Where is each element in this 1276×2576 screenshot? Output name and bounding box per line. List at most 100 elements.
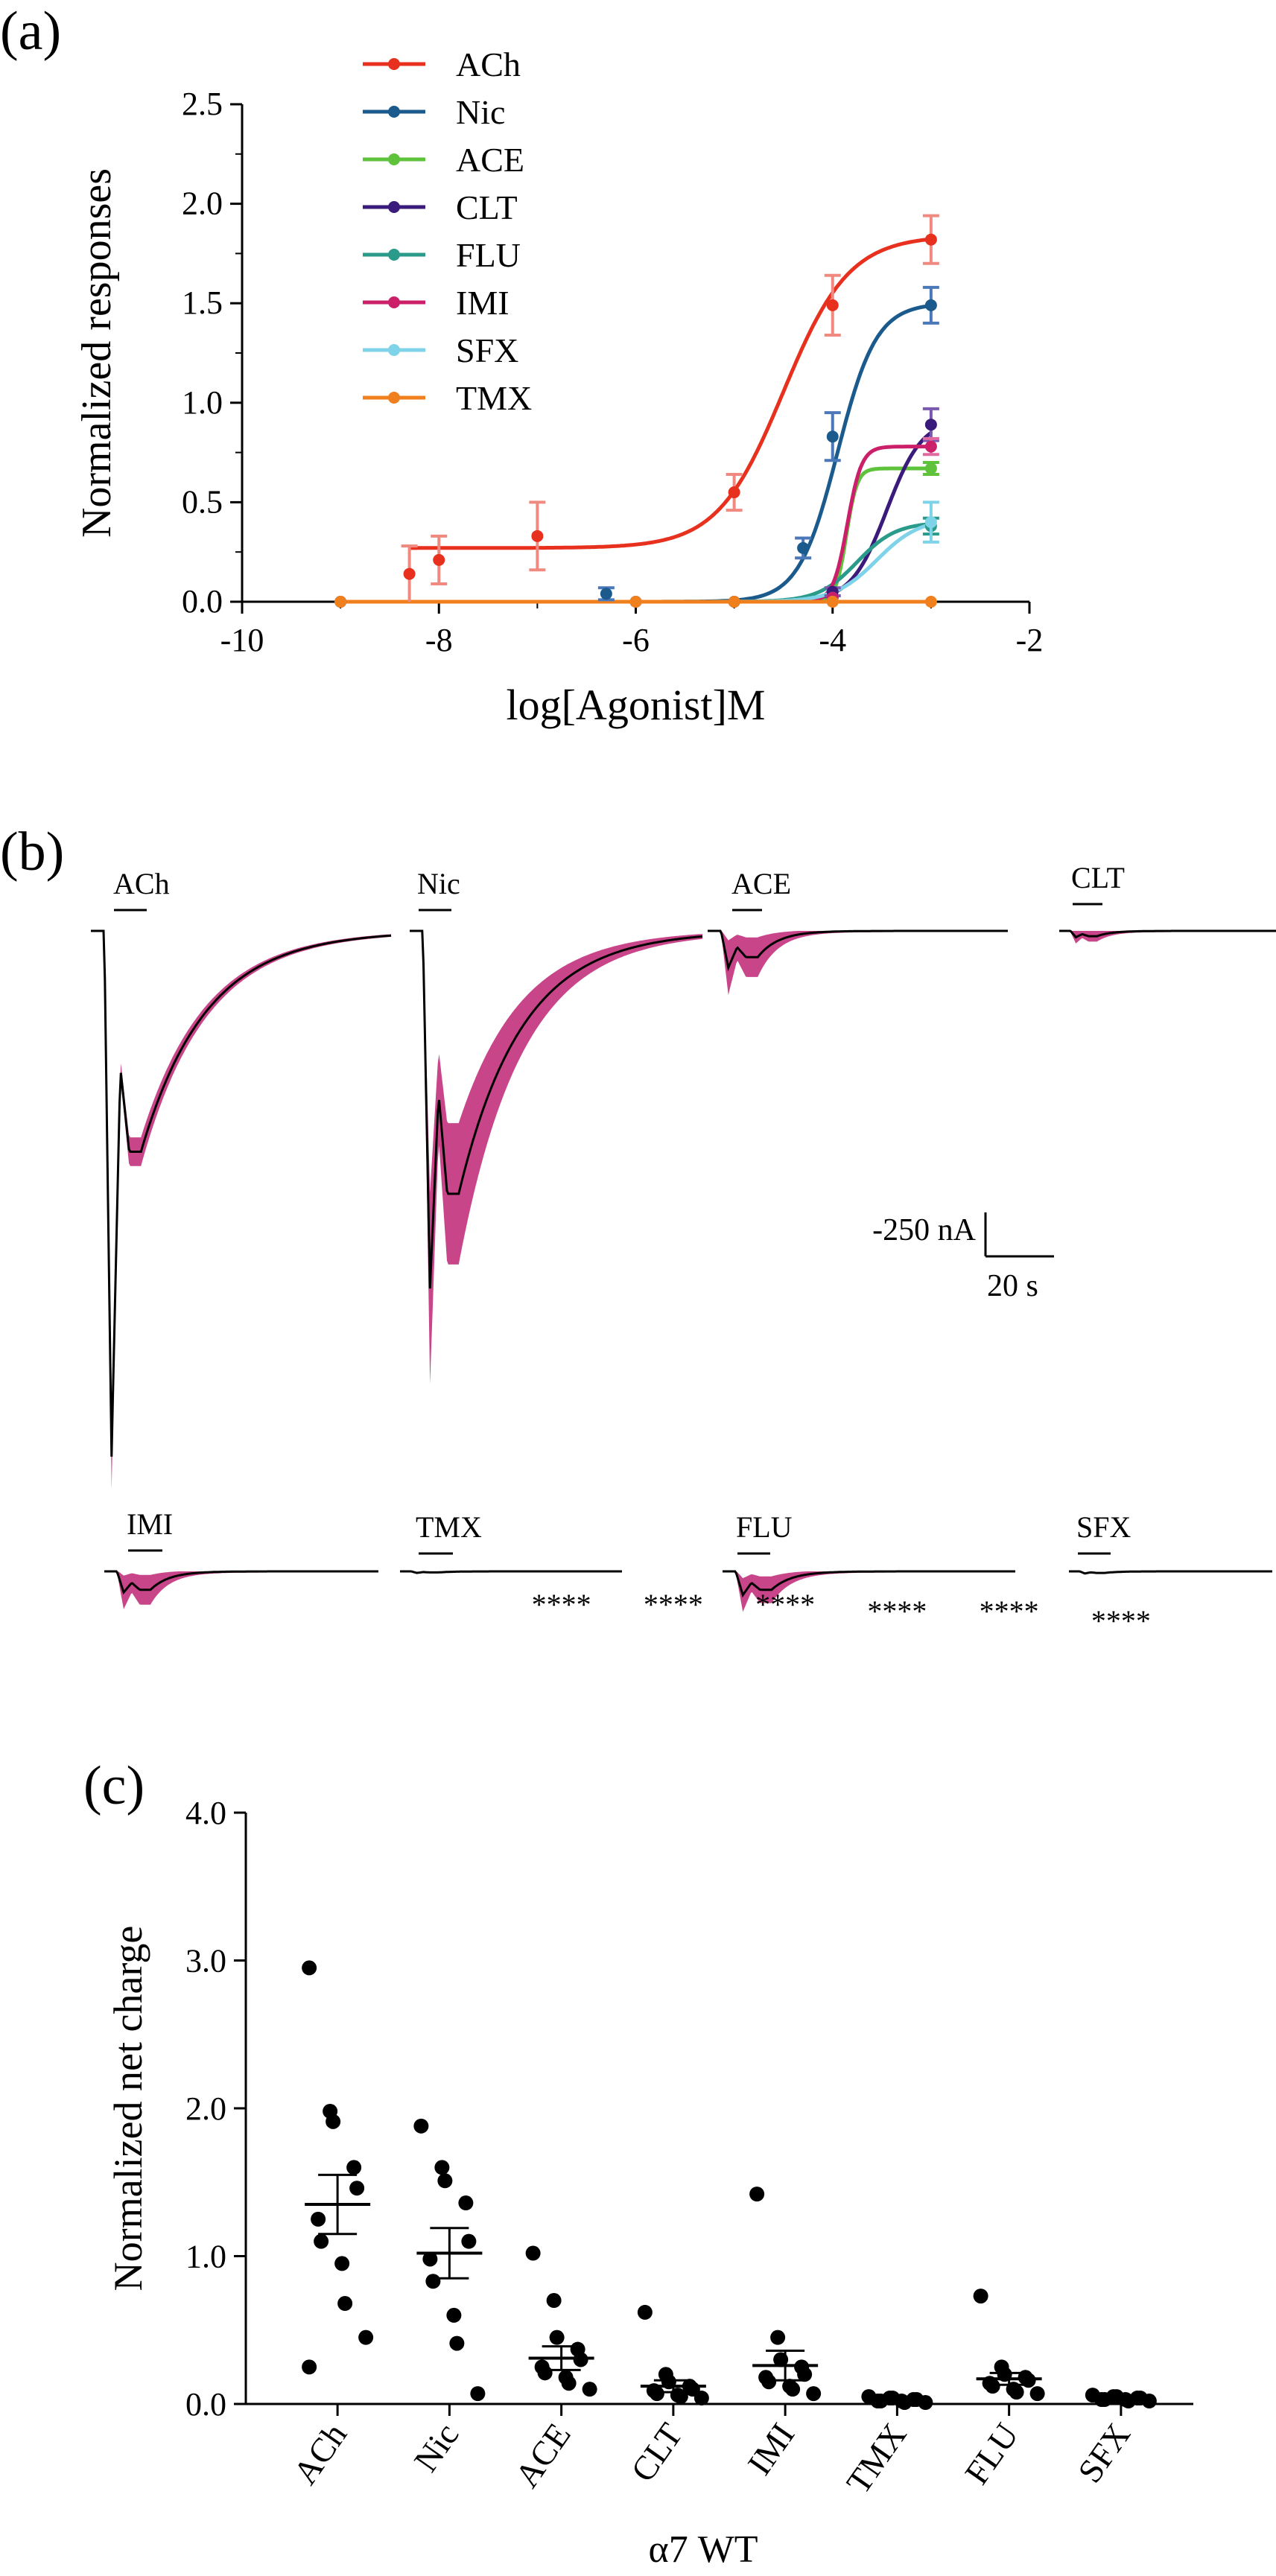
data-point-sfx: [1141, 2394, 1157, 2409]
trace-line-imi: [104, 1570, 378, 1595]
trace-line-clt: [1059, 929, 1276, 939]
legend-marker-flu: [388, 249, 400, 261]
legend-label-ach: ACh: [456, 45, 521, 83]
data-point-ace: [546, 2293, 562, 2309]
point-nic: [797, 541, 810, 554]
legend-marker-ach: [388, 58, 400, 70]
legend-marker-tmx: [388, 392, 400, 404]
trace-line-flu: [723, 1570, 1015, 1598]
trace-label-tmx: TMX: [416, 1510, 482, 1544]
point-tmx: [629, 596, 642, 608]
data-point-clt: [693, 2391, 709, 2406]
point-clt: [924, 419, 937, 431]
x-tick-label: -6: [622, 622, 650, 658]
point-nic: [826, 430, 839, 443]
scale-bar-current-label: -250 nA: [872, 1213, 976, 1247]
point-ach: [826, 299, 839, 311]
legend-marker-nic: [388, 106, 400, 118]
data-point-ace: [525, 2245, 541, 2261]
x-tick-label-ach: ACh: [286, 2416, 355, 2490]
y-tick-label: 1.0: [182, 384, 223, 421]
data-point-imi: [797, 2367, 813, 2382]
data-point-flu: [1009, 2385, 1024, 2400]
data-point-nic: [449, 2335, 465, 2351]
data-point-nic: [437, 2173, 453, 2189]
legend-label-imi: IMI: [456, 284, 510, 322]
data-point-ace: [582, 2382, 597, 2397]
data-point-ach: [349, 2181, 365, 2196]
data-point-nic: [413, 2118, 429, 2134]
point-ach: [924, 233, 937, 246]
point-ace: [924, 462, 937, 474]
data-point-ace: [549, 2329, 565, 2345]
panel-label-c: (c): [83, 1755, 145, 1816]
x-tick-label: -4: [819, 622, 846, 658]
net-charge-scatter: 0.0 1.0 2.0 3.0 4.0 Normalized net charge α7 W…: [106, 1588, 1193, 2571]
legend-label-ace: ACE: [456, 141, 524, 179]
trace-label-nic: Nic: [417, 867, 460, 900]
point-nic: [600, 588, 612, 600]
trace-band-clt: [1065, 931, 1276, 944]
y-tick-label: 1.5: [182, 284, 223, 321]
point-imi: [924, 440, 937, 453]
x-tick-label: -8: [425, 622, 453, 658]
legend-label-sfx: SFX: [456, 331, 518, 369]
data-point-imi: [749, 2187, 765, 2202]
data-point-flu: [985, 2379, 1000, 2394]
y-tick-label: 4.0: [185, 1795, 226, 1831]
data-point-ace: [537, 2365, 553, 2381]
y-axis-label: Normalized net charge: [106, 1926, 150, 2292]
current-traces: ACh Nic ACE CLT IMI TMX FLU SFX -250 nA 20 s: [91, 861, 1276, 1612]
x-tick-label-sfx: SFX: [1070, 2416, 1137, 2489]
data-point-imi: [806, 2386, 822, 2402]
data-point-ach: [311, 2211, 326, 2227]
trace-band-imi: [110, 1571, 378, 1609]
x-tick-label: -2: [1016, 622, 1044, 658]
data-point-nic: [425, 2274, 441, 2289]
data-point-ach: [346, 2160, 362, 2175]
y-tick-label: 0.0: [185, 2386, 226, 2423]
trace-line-sfx: [1069, 1570, 1272, 1575]
x-tick-label-clt: CLT: [623, 2416, 690, 2488]
legend-label-flu: FLU: [456, 236, 521, 274]
data-point-clt: [649, 2386, 664, 2402]
significance-clt: ****: [644, 1588, 703, 1621]
data-point-ach: [358, 2329, 374, 2345]
data-point-ach: [326, 2114, 341, 2129]
data-point-ace: [561, 2376, 577, 2391]
data-point-ach: [314, 2233, 329, 2249]
significance-imi: ****: [755, 1588, 815, 1621]
legend-marker-sfx: [388, 344, 400, 356]
trace-band-ace: [714, 931, 1008, 996]
data-point-nic: [470, 2386, 486, 2402]
x-axis-label: log[Agonist]M: [507, 681, 766, 729]
y-tick-label: 2.0: [185, 2090, 226, 2127]
point-tmx: [334, 596, 347, 608]
y-tick-label: 1.0: [185, 2239, 226, 2275]
trace-line-tmx: [400, 1570, 622, 1574]
data-point-ach: [334, 2256, 350, 2271]
scale-bar-time-label: 20 s: [987, 1269, 1038, 1303]
x-tick-label-imi: IMI: [740, 2416, 802, 2481]
trace-label-ace: ACE: [731, 867, 791, 900]
legend-label-tmx: TMX: [456, 379, 532, 417]
dose-response-chart: 0.0 0.5 1.0 1.5 2.0 2.5 -10 -8 -6 -4 -2 log[Agonist…: [74, 45, 1043, 729]
significance-tmx: ****: [867, 1594, 927, 1628]
data-point-nic: [434, 2160, 450, 2175]
trace-line-ace: [708, 929, 1008, 972]
x-tick-label-tmx: TMX: [839, 2416, 913, 2500]
panel-label-a: (a): [0, 1, 61, 62]
significance-ace: ****: [532, 1588, 591, 1621]
x-tick-label-nic: Nic: [407, 2416, 466, 2478]
fit-curve-ace: [340, 466, 931, 604]
data-point-nic: [446, 2307, 462, 2323]
data-point-ach: [337, 2296, 353, 2312]
data-point-flu: [973, 2289, 988, 2304]
trace-label-imi: IMI: [127, 1507, 173, 1541]
x-tick-label-ace: ACE: [507, 2416, 578, 2494]
point-tmx: [728, 596, 740, 608]
data-point-nic: [458, 2195, 474, 2211]
y-tick-label: 2.0: [182, 185, 223, 222]
panel-label-b: (b): [0, 821, 64, 882]
legend-marker-clt: [388, 201, 400, 213]
